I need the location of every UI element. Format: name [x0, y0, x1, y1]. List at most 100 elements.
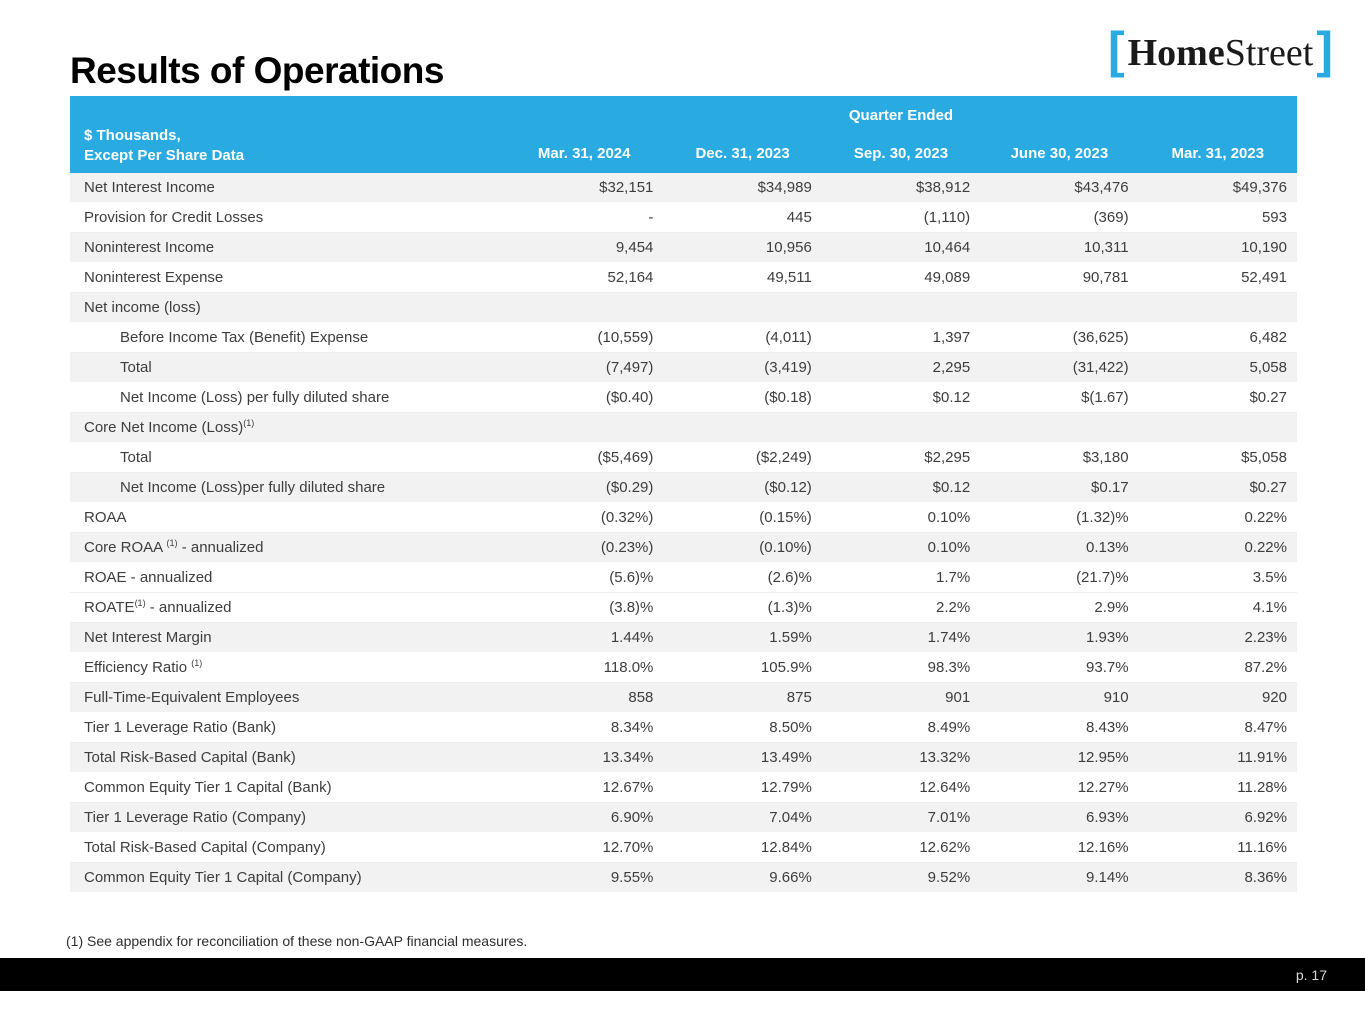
cell-value: 2.23%	[1244, 628, 1287, 646]
cell-value: 2.2%	[935, 598, 971, 616]
footnote: (1) See appendix for reconciliation of t…	[66, 933, 528, 949]
cell-value: 2.9%	[1094, 598, 1129, 616]
cell-value	[822, 303, 980, 313]
cell-value: 0.10%	[927, 538, 971, 556]
cell-value: 12.16%	[1077, 838, 1129, 856]
table-row: Tier 1 Leverage Ratio (Company) 6.90% 7.…	[70, 803, 1297, 833]
cell-value: (1.3)%	[767, 598, 812, 616]
column-header-q3-2023: Sep. 30, 2023	[853, 145, 949, 162]
cell-value: 901	[945, 688, 971, 706]
cell-value: 1.74%	[927, 628, 971, 646]
row-label: Net Interest Income	[84, 178, 215, 196]
table-row: Common Equity Tier 1 Capital (Bank) 12.6…	[70, 773, 1297, 803]
table-row: Noninterest Expense 52,164 49,511 49,089…	[70, 263, 1297, 293]
quarter-ended-label: Quarter Ended	[848, 107, 954, 124]
cell-value: 0.10%	[927, 508, 971, 526]
table-row: Common Equity Tier 1 Capital (Company) 9…	[70, 863, 1297, 893]
cell-value: $34,989	[757, 178, 812, 196]
cell-value: 12.27%	[1077, 778, 1129, 796]
cell-value	[980, 423, 1138, 433]
row-label: Provision for Credit Losses	[84, 208, 264, 226]
row-label: ROATE(1) - annualized	[84, 597, 232, 616]
cell-value: (4,011)	[765, 328, 812, 346]
cell-value: 52,164	[607, 268, 654, 286]
table-row: Net Interest Income $32,151 $34,989 $38,…	[70, 173, 1297, 203]
row-label: Tier 1 Leverage Ratio (Company)	[84, 808, 307, 826]
cell-value: 13.34%	[602, 748, 654, 766]
cell-value	[980, 303, 1138, 313]
cell-value: (1,110)	[923, 208, 971, 226]
cell-value: 9.55%	[610, 868, 654, 886]
cell-value: ($0.29)	[605, 478, 654, 496]
cell-value: 11.91%	[1237, 748, 1287, 766]
table-row: Total Risk-Based Capital (Bank) 13.34% 1…	[70, 743, 1297, 773]
cell-value: 858	[628, 688, 654, 706]
cell-value: $0.27	[1249, 478, 1287, 496]
cell-value: 1.93%	[1086, 628, 1129, 646]
cell-value: 10,956	[765, 238, 812, 256]
cell-value: 7.04%	[769, 808, 812, 826]
cell-value: $43,476	[1074, 178, 1129, 196]
cell-value: 87.2%	[1244, 658, 1287, 676]
cell-value: (0.15%)	[759, 508, 812, 526]
cell-value: 593	[1261, 208, 1287, 226]
cell-value: 52,491	[1241, 268, 1287, 286]
cell-value: 12.95%	[1077, 748, 1129, 766]
table-row: ROAE - annualized (5.6)% (2.6)% 1.7% (21…	[70, 563, 1297, 593]
cell-value: (7,497)	[605, 358, 654, 376]
cell-value: 9.14%	[1086, 868, 1129, 886]
table-row: Total Risk-Based Capital (Company) 12.70…	[70, 833, 1297, 863]
cell-value: (31,422)	[1072, 358, 1129, 376]
row-label: Before Income Tax (Benefit) Expense	[120, 328, 369, 346]
cell-value: 0.22%	[1244, 508, 1287, 526]
cell-value: $38,912	[915, 178, 971, 196]
cell-value: 8.36%	[1244, 868, 1287, 886]
row-label: Total	[120, 358, 152, 376]
cell-value: 93.7%	[1086, 658, 1129, 676]
cell-value: 1,397	[932, 328, 971, 346]
table-row: Provision for Credit Losses - 445 (1,110…	[70, 203, 1297, 233]
cell-value: (36,625)	[1072, 328, 1129, 346]
cell-value: 10,464	[924, 238, 971, 256]
table-row: Efficiency Ratio (1) 118.0% 105.9% 98.3%…	[70, 653, 1297, 683]
row-label: ROAA	[84, 508, 127, 526]
cell-value: $0.27	[1249, 388, 1287, 406]
table-row: ROAA (0.32%) (0.15%) 0.10% (1.32)% 0.22%	[70, 503, 1297, 533]
cell-value	[822, 423, 980, 433]
cell-value: 910	[1103, 688, 1129, 706]
logo-street-text: Street	[1224, 31, 1314, 74]
row-label: Tier 1 Leverage Ratio (Bank)	[84, 718, 277, 736]
cell-value: 4.1%	[1252, 598, 1287, 616]
cell-value: (3.8)%	[609, 598, 654, 616]
cell-value: (0.10%)	[759, 538, 812, 556]
cell-value: 12.70%	[602, 838, 654, 856]
table-body: Net Interest Income $32,151 $34,989 $38,…	[70, 173, 1297, 893]
table-row: Tier 1 Leverage Ratio (Bank) 8.34% 8.50%…	[70, 713, 1297, 743]
cell-value: 8.49%	[927, 718, 971, 736]
cell-value: 90,781	[1082, 268, 1129, 286]
cell-value: $3,180	[1082, 448, 1129, 466]
table-row: Full-Time-Equivalent Employees 858 875 9…	[70, 683, 1297, 713]
cell-value: 12.84%	[760, 838, 812, 856]
cell-value: 13.32%	[919, 748, 971, 766]
cell-value	[1139, 303, 1297, 313]
cell-value: 9.52%	[927, 868, 971, 886]
cell-value: 5,058	[1249, 358, 1287, 376]
cell-value: ($0.12)	[764, 478, 812, 496]
cell-value: $5,058	[1241, 448, 1287, 466]
cell-value: (21.7)%	[1076, 568, 1129, 586]
row-label: ROAE - annualized	[84, 568, 213, 586]
cell-value: (0.23%)	[600, 538, 654, 556]
page-number: p. 17	[1295, 966, 1327, 983]
cell-value: 10,190	[1241, 238, 1287, 256]
cell-value: 12.64%	[919, 778, 971, 796]
cell-value: 2,295	[932, 358, 971, 376]
row-label: Net income (loss)	[84, 298, 201, 316]
cell-value: $0.12	[932, 478, 971, 496]
table-row: Noninterest Income 9,454 10,956 10,464 1…	[70, 233, 1297, 263]
cell-value: 49,511	[767, 268, 812, 286]
row-label: Core ROAA (1) - annualized	[84, 537, 264, 556]
table-row: Total ($5,469) ($2,249) $2,295 $3,180 $5…	[70, 443, 1297, 473]
results-table: $ Thousands, Except Per Share Data Quart…	[70, 96, 1297, 893]
units-label-line1: $ Thousands,	[84, 127, 181, 144]
